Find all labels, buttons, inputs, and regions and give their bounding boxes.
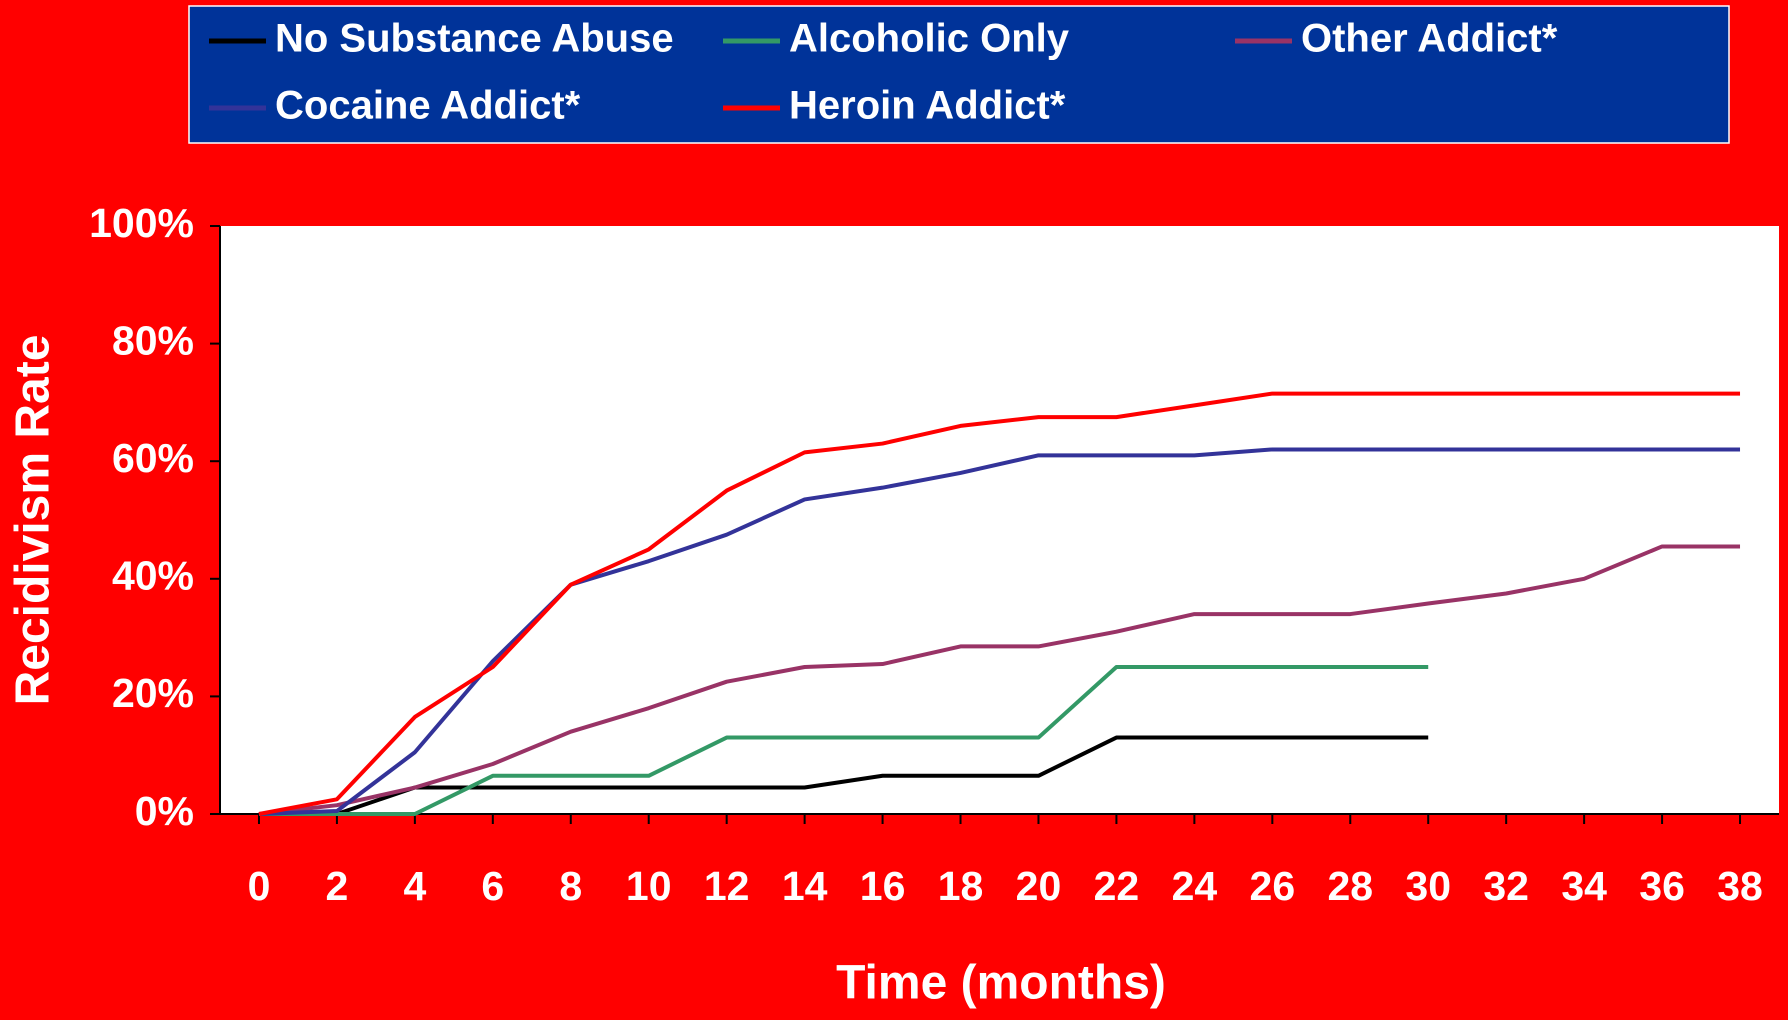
series-line (258, 391, 1741, 816)
x-tick-label: 28 (1327, 863, 1373, 909)
x-tick-label: 22 (1094, 863, 1140, 909)
x-tick-label: 32 (1483, 863, 1529, 909)
y-tick-label: 40% (112, 553, 194, 599)
y-tick-label: 60% (112, 435, 194, 481)
x-tick-label: 20 (1016, 863, 1062, 909)
x-tick-label: 38 (1717, 863, 1763, 909)
series-line (258, 665, 1429, 816)
x-tick-label: 16 (860, 863, 906, 909)
x-tick-label: 12 (704, 863, 750, 909)
series-line (258, 544, 1741, 816)
x-tick-label: 14 (782, 863, 828, 909)
x-tick-label: 8 (559, 863, 582, 909)
y-tick-label: 80% (112, 317, 194, 363)
y-tick-label: 0% (135, 788, 194, 834)
x-tick-label: 36 (1639, 863, 1685, 909)
series-line (258, 447, 1741, 816)
y-tick-label: 20% (112, 670, 194, 716)
x-tick-label: 26 (1250, 863, 1296, 909)
x-tick-label: 24 (1172, 863, 1218, 909)
y-tick-label: 100% (89, 200, 194, 246)
x-tick-label: 0 (248, 863, 271, 909)
x-tick-label: 6 (481, 863, 504, 909)
plot-area (220, 226, 1779, 814)
x-tick-label: 34 (1561, 863, 1607, 909)
x-tick-label: 2 (326, 863, 349, 909)
x-tick-label: 18 (938, 863, 984, 909)
x-tick-label: 4 (403, 863, 426, 909)
x-tick-label: 10 (626, 863, 672, 909)
legend-label: Cocaine Addict* (275, 84, 581, 128)
legend-label: No Substance Abuse (275, 17, 674, 61)
legend-box (188, 5, 1730, 144)
series-line (258, 735, 1429, 816)
y-axis-label: Recidivism Rate (7, 335, 60, 706)
x-tick-label: 30 (1405, 863, 1451, 909)
legend-label: Alcoholic Only (789, 17, 1070, 61)
x-axis-label: Time (months) (836, 957, 1166, 1010)
legend-label: Other Addict* (1301, 17, 1558, 61)
legend-label: Heroin Addict* (789, 84, 1066, 128)
